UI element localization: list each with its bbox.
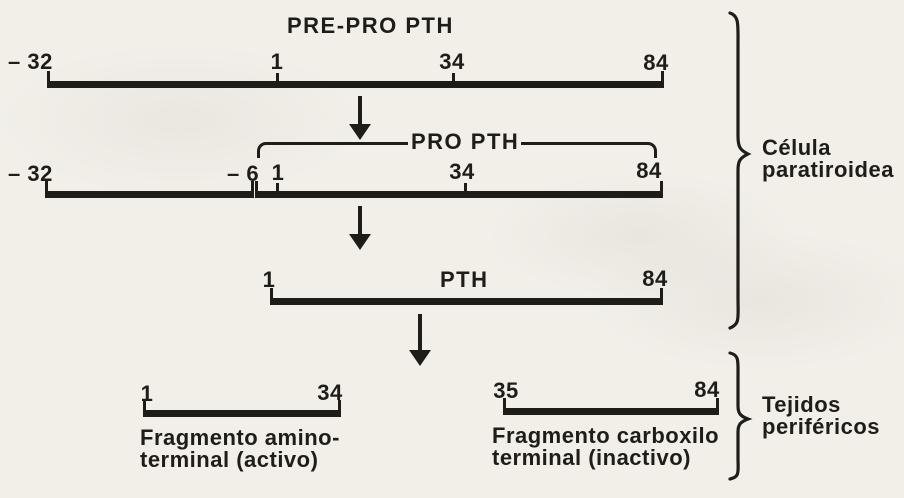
frag-carboxy-label-84: 84 bbox=[694, 377, 720, 402]
frag-carboxy-caption-line2: terminal (inactivo) bbox=[492, 445, 691, 470]
prepro-pth-bar bbox=[47, 71, 664, 88]
prepro-label-minus32: – 32 bbox=[8, 49, 53, 74]
frag-amino-label-1: 1 bbox=[140, 381, 154, 406]
pth-title: PTH bbox=[440, 267, 489, 292]
pth-bar bbox=[270, 288, 663, 305]
frag-amino-caption-line1: Fragmento amino- bbox=[140, 425, 340, 450]
down-arrow-icon bbox=[358, 206, 362, 236]
frag-amino-label-34: 34 bbox=[317, 380, 343, 405]
pro-pth-title: PRO PTH bbox=[411, 129, 520, 154]
prepro-pth-title: PRE-PRO PTH bbox=[287, 13, 454, 38]
pro-tick-1 bbox=[276, 183, 279, 191]
tissues-region-brace bbox=[728, 351, 753, 481]
pro-pth-overline-left bbox=[266, 142, 408, 145]
pro-label-1: 1 bbox=[271, 160, 285, 185]
down-arrow-head-icon bbox=[349, 124, 371, 140]
pro-label-minus32: – 32 bbox=[8, 161, 53, 186]
pro-pth-overline-right bbox=[521, 142, 646, 145]
pro-pth-overline-right-hook bbox=[644, 142, 657, 158]
prepro-label-34: 34 bbox=[439, 49, 465, 74]
frag-carboxy-bar bbox=[503, 398, 719, 415]
tissues-region-label-line2: periféricos bbox=[762, 414, 880, 439]
down-arrow-head-icon bbox=[409, 350, 431, 366]
prepro-tick-1 bbox=[276, 73, 279, 81]
down-arrow-head-icon bbox=[349, 234, 371, 250]
pro-pth-signal-bar bbox=[45, 181, 254, 198]
pth-label-1: 1 bbox=[262, 267, 276, 292]
cell-region-label-line2: paratiroidea bbox=[762, 157, 894, 182]
pro-label-84: 84 bbox=[636, 158, 662, 183]
down-arrow-icon bbox=[418, 314, 422, 352]
frag-amino-caption-line2: terminal (activo) bbox=[140, 447, 319, 472]
pro-pth-bar bbox=[255, 181, 663, 198]
frag-carboxy-label-35: 35 bbox=[493, 378, 519, 403]
pth-label-84: 84 bbox=[642, 266, 668, 291]
cell-region-label-line1: Célula bbox=[762, 135, 832, 160]
pro-tick-34 bbox=[464, 183, 467, 191]
tissues-region-label-line1: Tejidos bbox=[762, 392, 841, 417]
down-arrow-icon bbox=[358, 96, 362, 126]
pro-label-minus6: – 6 bbox=[227, 161, 260, 186]
frag-carboxy-caption-line1: Fragmento carboxilo bbox=[492, 423, 720, 448]
pro-label-34: 34 bbox=[449, 159, 475, 184]
prepro-tick-34 bbox=[452, 73, 455, 81]
prepro-label-1: 1 bbox=[270, 49, 284, 74]
frag-amino-bar bbox=[143, 400, 341, 417]
cell-region-brace bbox=[728, 11, 752, 330]
prepro-label-84: 84 bbox=[643, 50, 669, 75]
pro-pth-overline-left-hook bbox=[257, 142, 270, 158]
